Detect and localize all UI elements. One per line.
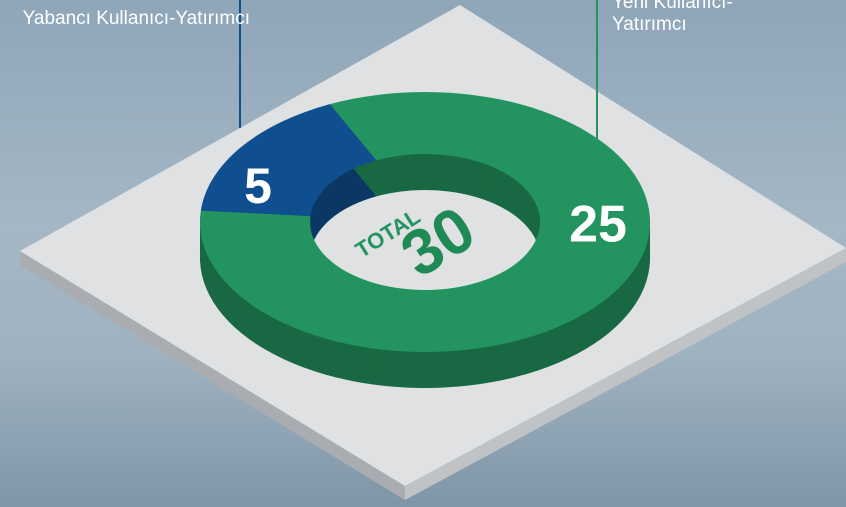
category-label: Yabancı Kullanıcı-Yatırımcı — [10, 8, 250, 30]
chart: TOTAL 30 525 — [0, 0, 846, 507]
infographic: TOTAL 30 525 Yabancı Kullanıcı-Yatırımcı… — [0, 0, 846, 507]
value-label: 25 — [569, 196, 627, 254]
category-label: Yerli Kullanıcı-Yatırımcı — [612, 0, 802, 36]
value-label: 5 — [244, 158, 272, 214]
